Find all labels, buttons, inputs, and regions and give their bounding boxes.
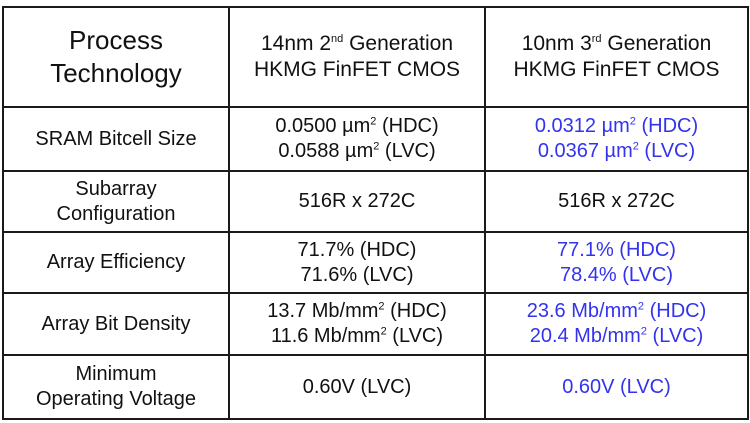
row-label-subarray-configuration: Subarray Configuration (2, 170, 230, 233)
table-row: Array Efficiency 71.7% (HDC) 71.6% (LVC)… (2, 231, 749, 294)
cell-14nm-subarray: 516R x 272C (228, 170, 486, 233)
cell-10nm-bitcell-size: 0.0312 µm2 (HDC) 0.0367 µm2 (LVC) (484, 106, 749, 172)
process-comparison-table: Process Technology 14nm 2nd Generation H… (2, 6, 749, 420)
header-14nm: 14nm 2nd Generation HKMG FinFET CMOS (228, 6, 486, 108)
row-label-sram-bitcell-size: SRAM Bitcell Size (2, 106, 230, 172)
row-label-minimum-operating-voltage: Minimum Operating Voltage (2, 354, 230, 420)
row-label-array-efficiency: Array Efficiency (2, 231, 230, 294)
header-process-technology: Process Technology (2, 6, 230, 108)
cell-14nm-array-efficiency: 71.7% (HDC) 71.6% (LVC) (228, 231, 486, 294)
row-label-array-bit-density: Array Bit Density (2, 292, 230, 356)
header-row: Process Technology 14nm 2nd Generation H… (2, 6, 749, 108)
table-row: Array Bit Density 13.7 Mb/mm2 (HDC) 11.6… (2, 292, 749, 356)
cell-14nm-bit-density: 13.7 Mb/mm2 (HDC) 11.6 Mb/mm2 (LVC) (228, 292, 486, 356)
cell-14nm-bitcell-size: 0.0500 µm2 (HDC) 0.0588 µm2 (LVC) (228, 106, 486, 172)
cell-10nm-array-efficiency: 77.1% (HDC) 78.4% (LVC) (484, 231, 749, 294)
cell-10nm-subarray: 516R x 272C (484, 170, 749, 233)
cell-14nm-min-voltage: 0.60V (LVC) (228, 354, 486, 420)
table-row: SRAM Bitcell Size 0.0500 µm2 (HDC) 0.058… (2, 106, 749, 172)
table-row: Subarray Configuration 516R x 272C 516R … (2, 170, 749, 233)
cell-10nm-bit-density: 23.6 Mb/mm2 (HDC) 20.4 Mb/mm2 (LVC) (484, 292, 749, 356)
header-10nm: 10nm 3rd Generation HKMG FinFET CMOS (484, 6, 749, 108)
table-row: Minimum Operating Voltage 0.60V (LVC) 0.… (2, 354, 749, 420)
cell-10nm-min-voltage: 0.60V (LVC) (484, 354, 749, 420)
